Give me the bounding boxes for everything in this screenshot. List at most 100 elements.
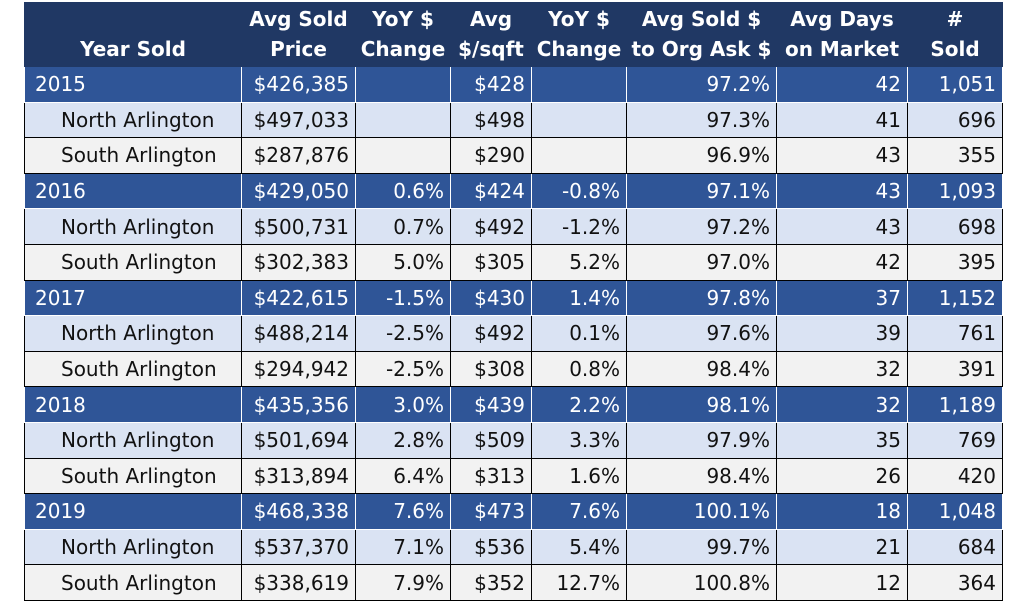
yoy-price-change-cell: 6.4% [355,457,451,495]
avg-sold-price-cell: $500,731 [241,208,356,245]
avg-price-per-sqft-cell: $424 [450,172,532,210]
yoy-price-change-cell: 7.6% [355,493,451,530]
yoy-price-change-cell: 3.0% [355,386,451,423]
number-sold-cell: 355 [907,137,1003,174]
year-label-cell: North Arlington [24,421,242,459]
table-row: South Arlington $302,383 5.0% $305 5.2% 97.0%… [24,243,1003,281]
avg-price-per-sqft-cell: $492 [450,208,532,245]
avg-sold-price-cell: $497,033 [241,101,356,139]
yoy-sqft-change-cell: 5.4% [531,528,627,566]
year-summary-row: 2018 $435,356 3.0% $439 2.2% 98.1% 32 1,189 [24,386,1003,423]
avg-price-per-sqft-cell: $439 [450,386,532,423]
days-on-market-cell: 12 [776,564,908,601]
table-row: South Arlington $313,894 6.4% $313 1.6% 98.4%… [24,457,1003,495]
column-header-avg-days-on-market: Avg Days on Market [776,2,908,67]
number-sold-cell: 364 [907,564,1003,601]
column-header-number-sold: # Sold [907,2,1003,67]
avg-sold-price-cell: $501,694 [241,421,356,459]
table-row: South Arlington $294,942 -2.5% $308 0.8% 98.4… [24,350,1003,388]
days-on-market-cell: 43 [776,172,908,210]
year-label-cell: South Arlington [24,564,242,601]
year-label-cell: 2016 [24,172,242,210]
table-body: 2015 $426,385 $428 97.2% 42 1,051 North Arling… [24,66,1003,601]
avg-sold-price-cell: $294,942 [241,350,356,388]
days-on-market-cell: 32 [776,386,908,423]
yoy-price-change-cell: 7.9% [355,564,451,601]
column-header-yoy-price-change: YoY $ Change [355,2,451,67]
sold-to-ask-cell: 97.2% [626,66,777,103]
year-label-cell: 2019 [24,493,242,530]
year-label-cell: North Arlington [24,101,242,139]
number-sold-cell: 684 [907,528,1003,566]
sold-to-ask-cell: 97.8% [626,279,777,317]
sold-to-ask-cell: 98.4% [626,457,777,495]
year-label-cell: South Arlington [24,137,242,174]
year-label-cell: 2017 [24,279,242,317]
days-on-market-cell: 39 [776,315,908,352]
yoy-sqft-change-cell: 7.6% [531,493,627,530]
number-sold-cell: 395 [907,243,1003,281]
yoy-sqft-change-cell: 5.2% [531,243,627,281]
yoy-price-change-cell [355,101,451,139]
yoy-sqft-change-cell: -0.8% [531,172,627,210]
avg-sold-price-cell: $537,370 [241,528,356,566]
sold-to-ask-cell: 99.7% [626,528,777,566]
yoy-sqft-change-cell: 1.6% [531,457,627,495]
table-row: North Arlington $497,033 $498 97.3% 41 696 [24,101,1003,139]
avg-price-per-sqft-cell: $313 [450,457,532,495]
yoy-sqft-change-cell [531,66,627,103]
number-sold-cell: 1,048 [907,493,1003,530]
yoy-sqft-change-cell: 1.4% [531,279,627,317]
year-summary-row: 2017 $422,615 -1.5% $430 1.4% 97.8% 37 1,152 [24,279,1003,317]
number-sold-cell: 1,093 [907,172,1003,210]
year-summary-row: 2016 $429,050 0.6% $424 -0.8% 97.1% 43 1,093 [24,172,1003,210]
yoy-price-change-cell: 5.0% [355,243,451,281]
yoy-sqft-change-cell: -1.2% [531,208,627,245]
sold-to-ask-cell: 98.4% [626,350,777,388]
year-summary-row: 2015 $426,385 $428 97.2% 42 1,051 [24,66,1003,103]
yoy-price-change-cell: 7.1% [355,528,451,566]
column-header-sold-to-ask-ratio: Avg Sold $ to Org Ask $ [626,2,777,67]
avg-sold-price-cell: $422,615 [241,279,356,317]
column-header-avg-sold-price: Avg Sold Price [241,2,356,67]
avg-price-per-sqft-cell: $498 [450,101,532,139]
avg-sold-price-cell: $302,383 [241,243,356,281]
number-sold-cell: 420 [907,457,1003,495]
table-row: South Arlington $287,876 $290 96.9% 43 355 [24,137,1003,174]
days-on-market-cell: 35 [776,421,908,459]
column-header-year-sold: Year Sold [24,2,242,67]
year-label-cell: 2015 [24,66,242,103]
year-label-cell: South Arlington [24,243,242,281]
sold-to-ask-cell: 97.9% [626,421,777,459]
header-row: Year Sold Avg Sold Price YoY $ Change Av… [24,2,1003,67]
sales-table: Year Sold Avg Sold Price YoY $ Change Av… [24,2,1003,601]
table-row: North Arlington $500,731 0.7% $492 -1.2% 97.2… [24,208,1003,245]
table-row: South Arlington $338,619 7.9% $352 12.7% 100.… [24,564,1003,601]
yoy-price-change-cell: -2.5% [355,350,451,388]
number-sold-cell: 769 [907,421,1003,459]
column-header-avg-price-per-sqft: Avg $/sqft [450,2,532,67]
sold-to-ask-cell: 97.1% [626,172,777,210]
yoy-sqft-change-cell: 0.1% [531,315,627,352]
avg-price-per-sqft-cell: $473 [450,493,532,530]
avg-price-per-sqft-cell: $430 [450,279,532,317]
yoy-price-change-cell [355,66,451,103]
days-on-market-cell: 26 [776,457,908,495]
days-on-market-cell: 21 [776,528,908,566]
days-on-market-cell: 43 [776,137,908,174]
year-label-cell: South Arlington [24,350,242,388]
yoy-price-change-cell: -2.5% [355,315,451,352]
year-label-cell: North Arlington [24,315,242,352]
yoy-sqft-change-cell [531,101,627,139]
sold-to-ask-cell: 98.1% [626,386,777,423]
days-on-market-cell: 41 [776,101,908,139]
table-row: North Arlington $488,214 -2.5% $492 0.1% 97.6… [24,315,1003,352]
days-on-market-cell: 37 [776,279,908,317]
year-label-cell: 2018 [24,386,242,423]
yoy-price-change-cell: -1.5% [355,279,451,317]
yoy-price-change-cell: 2.8% [355,421,451,459]
year-summary-row: 2019 $468,338 7.6% $473 7.6% 100.1% 18 1,048 [24,493,1003,530]
number-sold-cell: 1,051 [907,66,1003,103]
number-sold-cell: 1,189 [907,386,1003,423]
sold-to-ask-cell: 97.3% [626,101,777,139]
